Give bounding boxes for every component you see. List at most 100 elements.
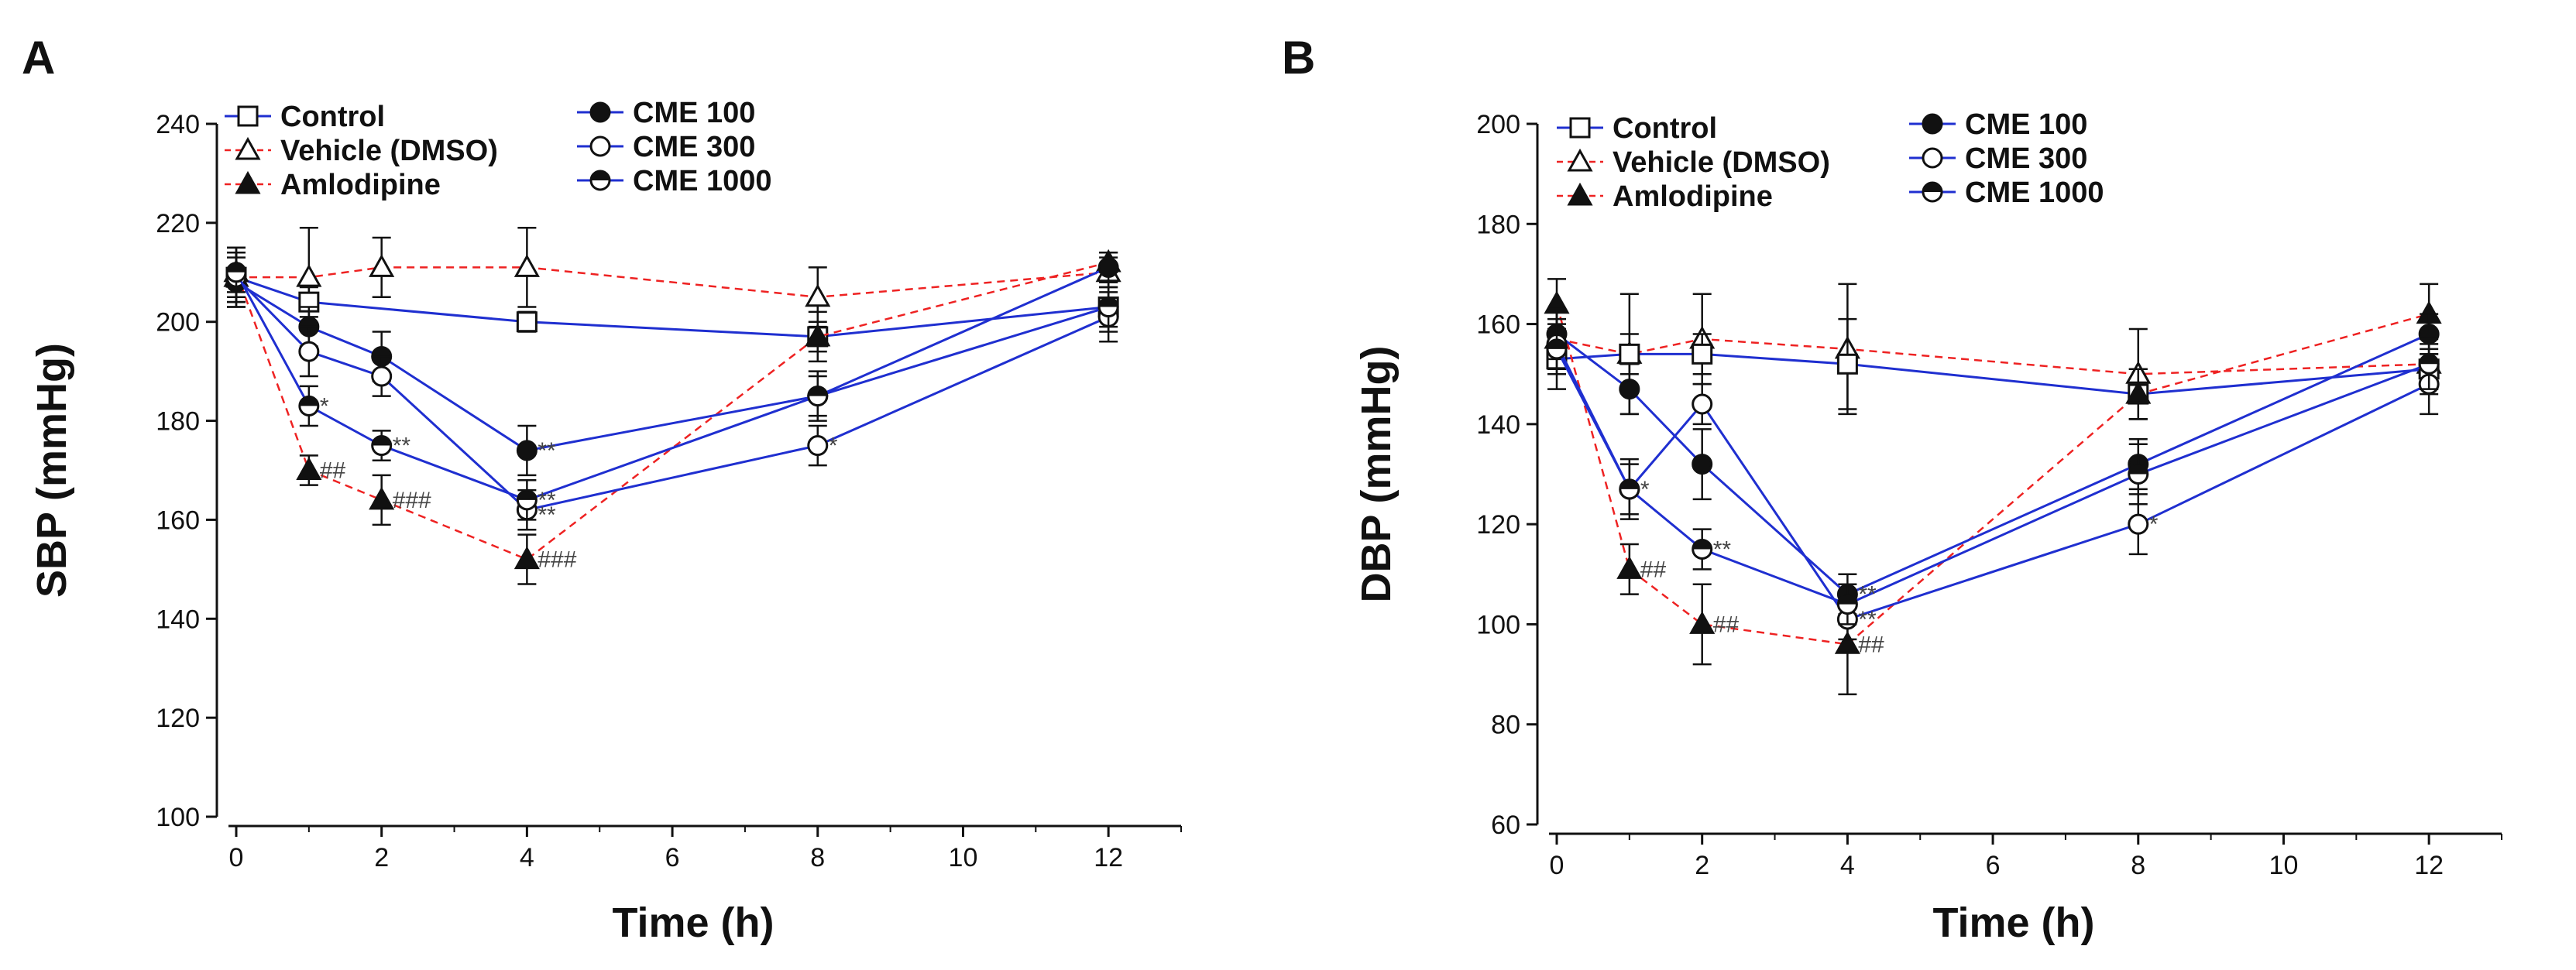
data-point [1097, 256, 1119, 278]
significance-mark: ## [320, 458, 346, 484]
series-line [1556, 352, 2430, 396]
data-point [1619, 379, 1640, 400]
data-point [1546, 338, 1568, 360]
y-tick-label: 80 [1491, 711, 1520, 740]
y-tick-label: 160 [156, 506, 200, 535]
legend-marker [589, 101, 611, 123]
significance-mark: ## [1858, 632, 1884, 657]
data-point [805, 283, 831, 307]
y-tick-label: 240 [156, 110, 200, 139]
axes: 100 120 140 160 180 200 220 240 0 2 4 6 8 10 12 [156, 110, 1182, 872]
y-tick-label: 120 [1476, 510, 1520, 540]
series-control [225, 251, 1119, 353]
series-control [1546, 317, 2440, 420]
x-axis-label: Time (h) [612, 900, 774, 946]
significance-mark: * [1640, 477, 1650, 502]
significance-mark: ## [1640, 557, 1667, 582]
legend-item-control: Control [225, 101, 385, 133]
y-tick-label: 180 [1476, 210, 1520, 239]
data-point [369, 254, 395, 277]
y-tick-label: 140 [1476, 410, 1520, 440]
series-line [235, 261, 1109, 560]
legend-item-amlodipine: Amlodipine [1557, 180, 1773, 213]
data-point [1692, 454, 1713, 475]
data-point [2128, 513, 2149, 535]
significance-mark: ** [1858, 607, 1877, 632]
data-point [1689, 611, 1716, 634]
series-line [1555, 348, 2430, 606]
significance-mark: ** [1858, 582, 1877, 608]
significance-annotations: *##**##****##* [1640, 477, 2159, 657]
legend-marker [1567, 148, 1593, 172]
series-line [1556, 333, 2430, 596]
y-tick-label: 180 [156, 407, 200, 437]
significance-mark: ** [393, 434, 411, 459]
y-tick-label: 100 [1476, 610, 1520, 639]
series-line [236, 266, 1109, 299]
series-line [1555, 343, 2430, 621]
significance-mark: ** [538, 488, 556, 513]
x-tick-label: 10 [949, 843, 978, 872]
legend-label: Control [280, 101, 385, 133]
significance-mark: ## [1713, 612, 1740, 637]
y-tick-label: 120 [156, 704, 200, 733]
x-tick-label: 0 [229, 843, 244, 872]
data-point [371, 435, 393, 457]
data-point [516, 311, 538, 333]
data-point [1692, 393, 1713, 415]
data-point [225, 262, 247, 283]
legend-marker [1569, 117, 1591, 139]
chart-panel-b: 60 80 100 120 140 160 180 200 0 2 4 6 8 10 12 Time (h) D… [1353, 108, 2502, 946]
data-point [296, 264, 322, 287]
data-point [1692, 343, 1713, 365]
y-tick-label: 60 [1491, 811, 1520, 840]
legend-marker [237, 105, 259, 127]
legend-marker [235, 136, 261, 160]
legend-label: Amlodipine [280, 169, 441, 201]
legend-marker [1922, 181, 1943, 203]
series-cme-300 [1546, 317, 2440, 641]
legend-label: CME 300 [633, 131, 755, 163]
y-tick-label: 220 [156, 209, 200, 238]
data-point [1834, 631, 1860, 654]
series-cme-300 [225, 251, 1119, 531]
data-point [513, 546, 540, 570]
y-tick-label: 200 [1476, 110, 1520, 139]
significance-mark: ### [538, 547, 576, 573]
significance-mark: ** [538, 438, 556, 464]
data-point [298, 341, 320, 362]
data-point [298, 395, 320, 416]
series-line [235, 272, 1109, 502]
legend-marker [1922, 147, 1943, 169]
significance-annotations: *##**###******###* [320, 393, 838, 572]
series-vehicle-dmso [1544, 283, 2442, 420]
x-tick-label: 12 [2414, 851, 2444, 880]
x-tick-label: 8 [810, 843, 825, 872]
x-tick-label: 6 [665, 843, 680, 872]
series-cme-1000 [225, 246, 1119, 521]
significance-mark: * [320, 393, 329, 419]
legend-marker [1567, 182, 1593, 206]
y-axis-label: SBP (mmHg) [29, 343, 75, 598]
y-tick-label: 140 [156, 605, 200, 634]
y-tick-label: 200 [156, 308, 200, 338]
x-tick-label: 4 [520, 843, 534, 872]
legend-item-cme-1000: CME 1000 [1909, 177, 2104, 209]
y-tick-label: 100 [156, 803, 200, 832]
legend-item-amlodipine: Amlodipine [225, 169, 441, 201]
series-line [1555, 303, 2430, 646]
data-point [1619, 478, 1640, 500]
series-line [235, 266, 1109, 452]
data-point [1692, 538, 1713, 560]
legend-marker [235, 170, 261, 194]
series-line [235, 276, 1109, 338]
series-amlodipine [1544, 278, 2442, 696]
legend-label: CME 100 [633, 97, 755, 129]
legend-label: Control [1613, 112, 1717, 145]
legend-marker [1922, 113, 1943, 135]
panel-label-a: A [22, 32, 55, 84]
legend-item-vehicle-dmso: Vehicle (DMSO) [225, 135, 498, 167]
legend-label: CME 100 [1965, 108, 2087, 141]
data-point [516, 440, 538, 461]
